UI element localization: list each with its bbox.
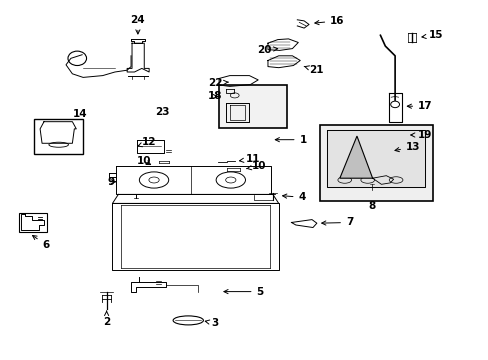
- Text: 17: 17: [407, 101, 432, 111]
- Bar: [219, 85, 286, 128]
- Text: 11: 11: [239, 154, 260, 164]
- Text: 19: 19: [410, 130, 432, 140]
- Text: 6: 6: [32, 235, 49, 250]
- Text: 10: 10: [246, 161, 266, 171]
- Text: 18: 18: [207, 91, 222, 102]
- Polygon shape: [339, 136, 372, 178]
- Text: 23: 23: [155, 107, 170, 117]
- Text: 10: 10: [137, 156, 151, 166]
- Text: 3: 3: [205, 318, 218, 328]
- Text: 14: 14: [72, 109, 87, 119]
- Text: 12: 12: [138, 137, 156, 147]
- Text: 1: 1: [275, 135, 306, 145]
- Text: 21: 21: [304, 65, 324, 75]
- Text: 8: 8: [367, 201, 374, 211]
- Text: 20: 20: [256, 45, 277, 55]
- Text: 7: 7: [321, 217, 353, 228]
- Text: 22: 22: [207, 78, 228, 88]
- Text: 4: 4: [282, 192, 305, 202]
- Bar: [34, 119, 83, 154]
- Text: 16: 16: [314, 16, 344, 26]
- Polygon shape: [326, 130, 425, 187]
- Text: 13: 13: [394, 142, 420, 152]
- Bar: [320, 125, 432, 201]
- Bar: [19, 213, 47, 232]
- Text: 24: 24: [130, 15, 145, 34]
- Text: 5: 5: [224, 287, 263, 297]
- Text: 9: 9: [108, 177, 115, 187]
- Text: 2: 2: [103, 311, 110, 327]
- Text: 15: 15: [421, 30, 443, 40]
